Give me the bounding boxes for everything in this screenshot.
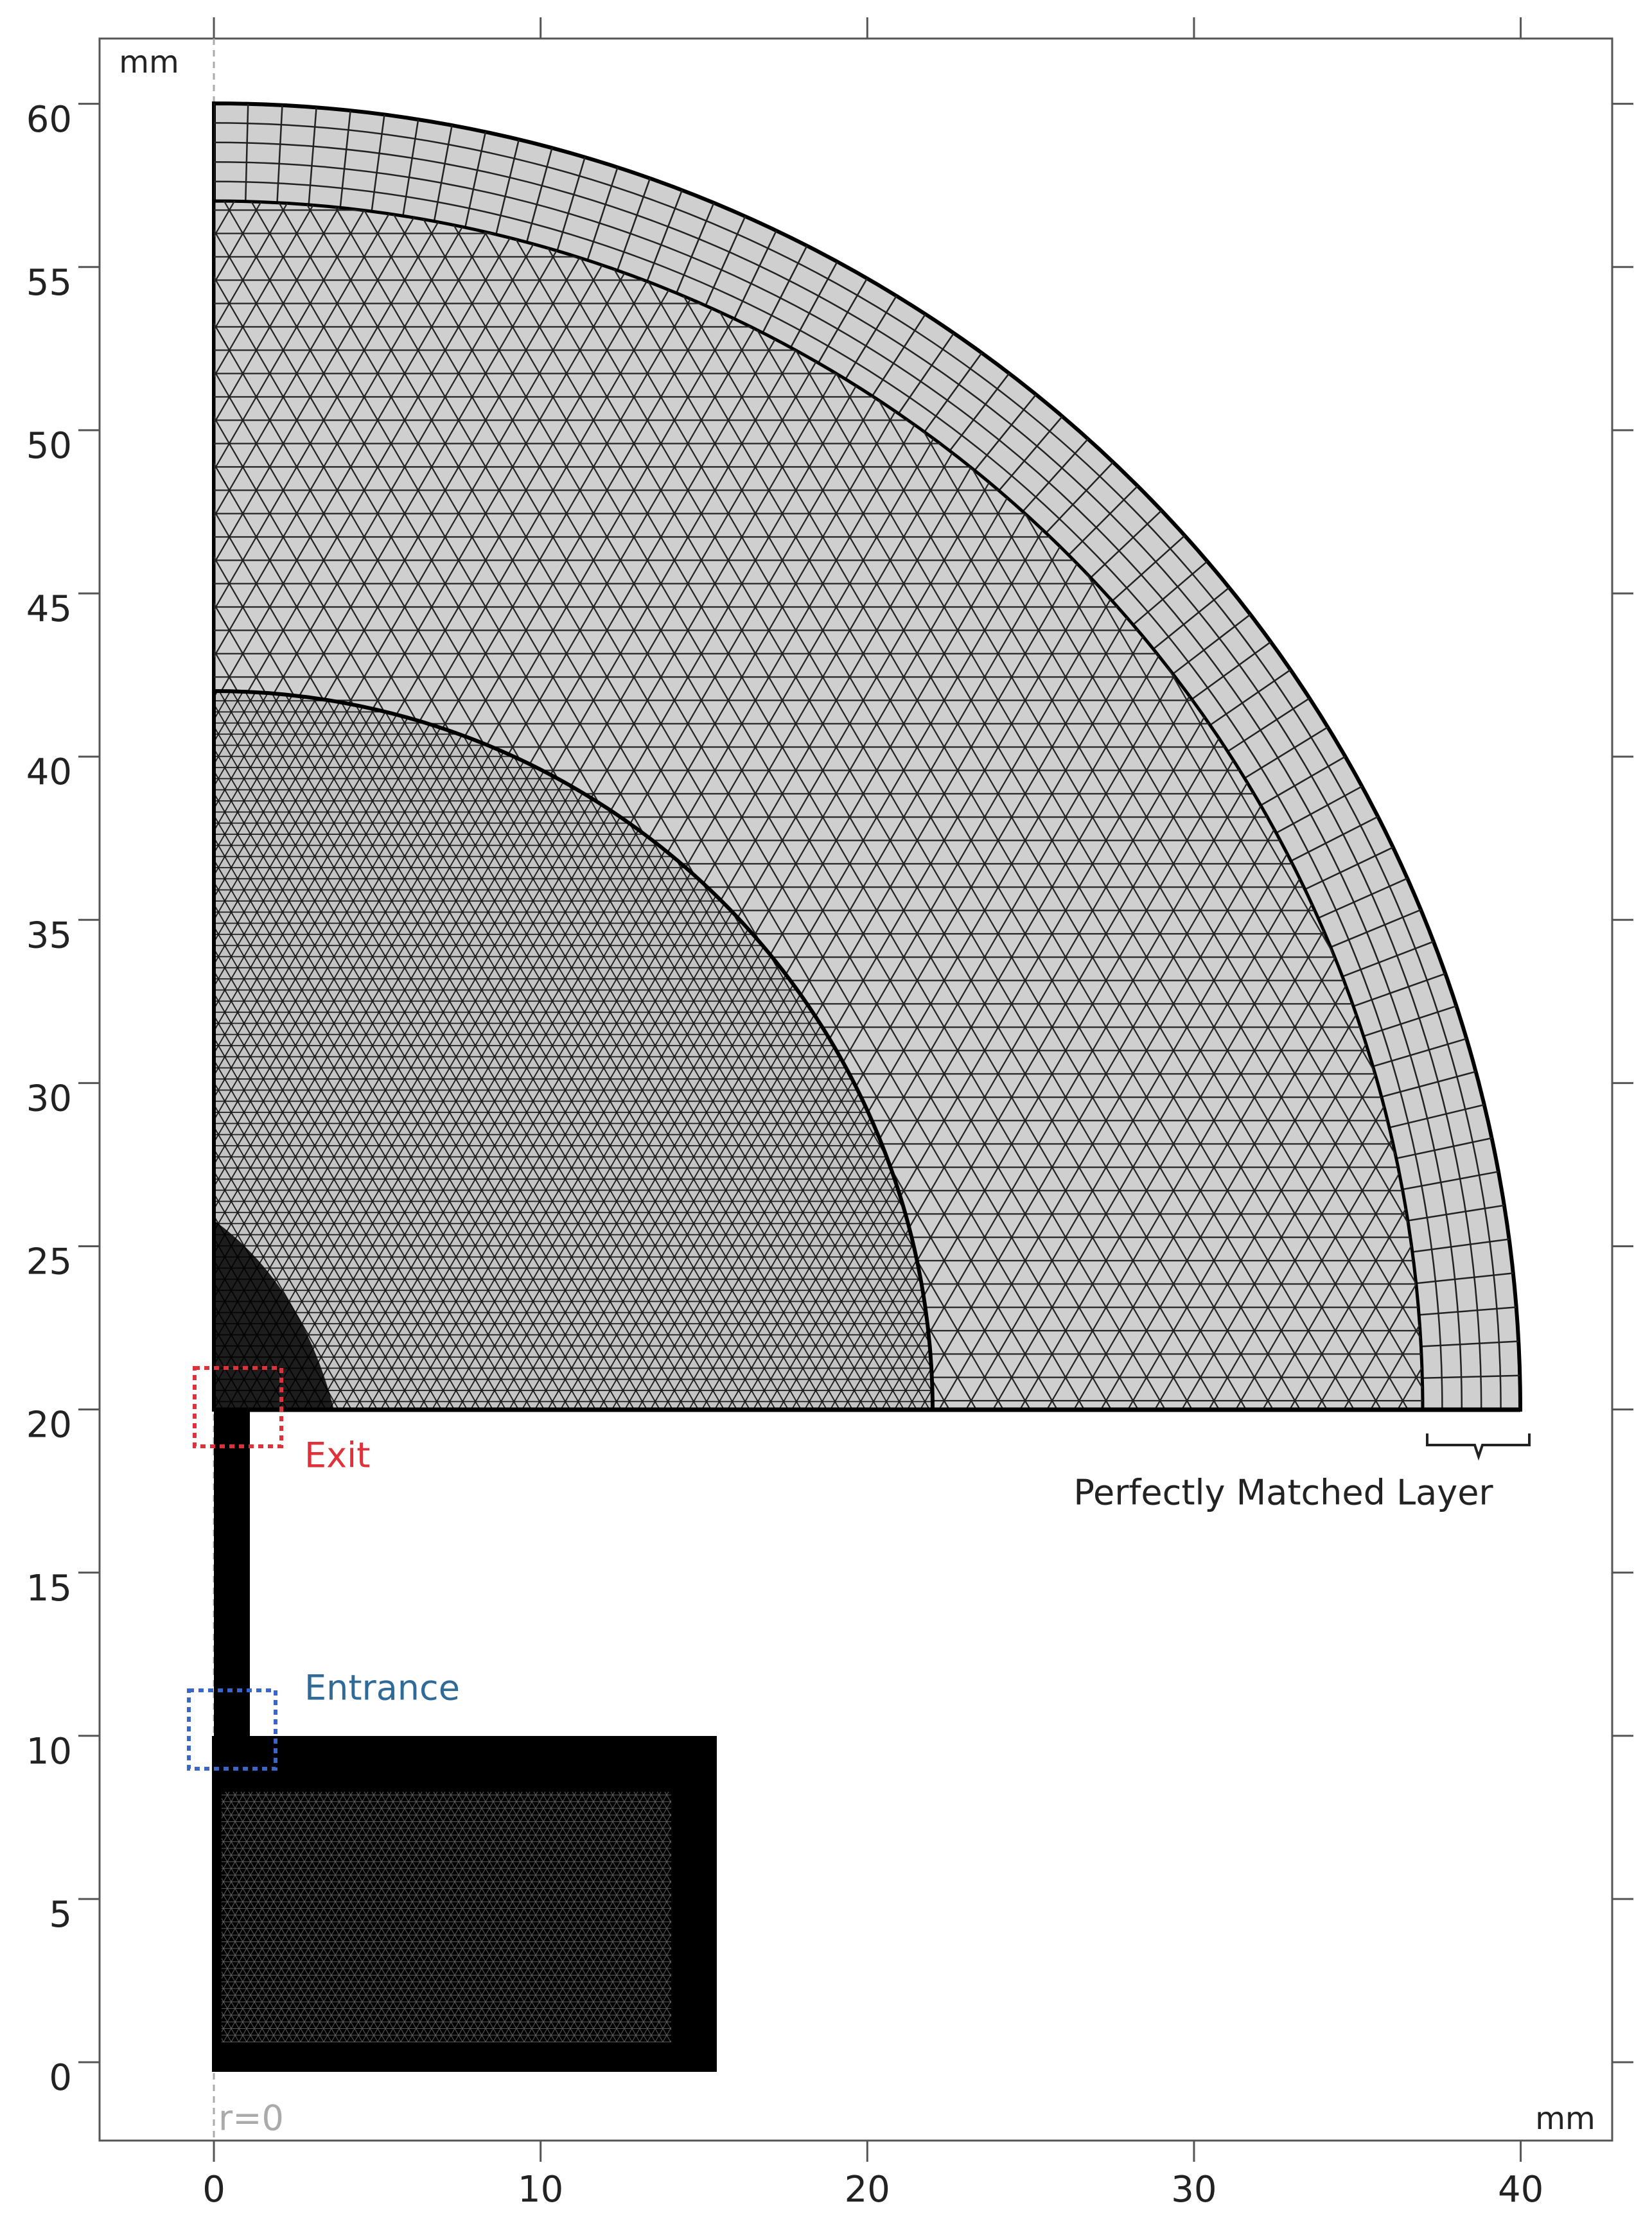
pml-arc	[214, 122, 1502, 1410]
pml-radial	[617, 178, 651, 271]
x-tick-label: 40	[1498, 2169, 1543, 2211]
pml-radial	[1090, 509, 1163, 579]
cavity-mesh	[222, 1792, 671, 2042]
pml-radial	[974, 394, 1037, 471]
pml-radial	[1172, 613, 1251, 675]
pml-radial	[1342, 940, 1434, 977]
pml-radial	[871, 313, 926, 397]
pml-radial	[676, 202, 715, 294]
pml-radial	[1421, 1340, 1519, 1347]
pml-label: Perfectly Matched Layer	[1073, 1473, 1493, 1513]
exit-label: Exit	[304, 1435, 370, 1476]
y-tick-label: 50	[26, 425, 72, 467]
x-tick-label: 20	[845, 2169, 890, 2211]
inner-mesh	[212, 688, 935, 1412]
pml-radial	[1068, 485, 1139, 556]
pml-radial	[1416, 1272, 1513, 1284]
pml-arc	[214, 161, 1463, 1410]
y-tick-label: 5	[49, 1894, 72, 1936]
x-tick-label: 10	[518, 2169, 563, 2211]
pml-radial	[1276, 785, 1363, 834]
pml-radial	[817, 277, 868, 364]
pml-radial	[1422, 1374, 1520, 1379]
y-tick-label: 0	[49, 2057, 72, 2099]
entrance-box	[187, 1688, 277, 1771]
tube	[214, 1410, 250, 1736]
pml-radial	[495, 139, 520, 235]
pml-radial	[1330, 909, 1421, 948]
exit-box	[193, 1366, 283, 1448]
pml-brace	[1426, 1433, 1531, 1461]
x-unit: mm	[1535, 2101, 1595, 2137]
y-unit: mm	[119, 44, 179, 80]
pml-radial	[1373, 1038, 1467, 1067]
pml-radial	[1191, 641, 1272, 700]
pml-radial	[1209, 669, 1291, 726]
pml-radial	[1260, 755, 1346, 807]
pml-radial	[845, 295, 897, 380]
pml-radial	[1402, 1171, 1499, 1191]
pml-arc	[214, 141, 1482, 1410]
y-tick-label: 10	[26, 1731, 72, 1773]
pml-radial	[586, 167, 619, 261]
y-tick-label: 20	[26, 1405, 72, 1446]
pml-radial	[433, 125, 453, 222]
pml-radial	[402, 119, 419, 216]
y-tick-label: 40	[26, 751, 72, 793]
axis-label: r=0	[218, 2098, 284, 2139]
pml-radial	[339, 110, 351, 208]
pml-radial	[924, 352, 983, 433]
y-tick-label: 15	[26, 1568, 72, 1609]
pml-radial	[705, 216, 746, 306]
pml-radial	[308, 107, 317, 205]
pml-radial	[789, 261, 838, 348]
pml-radial	[245, 103, 249, 202]
pml-radial	[276, 105, 283, 203]
pml-radial	[556, 157, 586, 251]
pml-radial	[1396, 1137, 1492, 1159]
y-tick-label: 45	[26, 588, 72, 630]
pml-radial	[1244, 726, 1328, 779]
pml-radial	[1290, 816, 1378, 862]
pml-radial	[1353, 972, 1446, 1007]
y-tick-label: 60	[26, 99, 72, 141]
entrance-label: Entrance	[304, 1668, 460, 1708]
pml-radial	[1419, 1306, 1516, 1316]
pml-radial	[1111, 535, 1186, 602]
mesh	[212, 101, 1523, 2072]
refined-mesh	[214, 1220, 334, 1410]
plot-frame	[98, 37, 1613, 2142]
y-tick-label: 55	[26, 262, 72, 304]
pml-arc	[214, 180, 1443, 1410]
pml-radial	[1381, 1071, 1477, 1098]
pml-radial	[1152, 586, 1230, 650]
pml-radial	[734, 230, 777, 319]
pml-radial	[897, 333, 955, 414]
x-tick-label: 0	[202, 2169, 225, 2211]
y-tick-label: 25	[26, 1241, 72, 1283]
pml-radial	[1389, 1103, 1485, 1128]
pml-radial	[1305, 846, 1394, 890]
pml-radial	[998, 416, 1063, 491]
y-tick-label: 30	[26, 1078, 72, 1119]
pml-radial	[464, 132, 487, 228]
pml-radial	[1412, 1238, 1509, 1253]
pml-radial	[1045, 461, 1114, 534]
pml-radial	[949, 372, 1010, 451]
pml-radial	[762, 245, 808, 333]
y-tick-label: 35	[26, 915, 72, 956]
pml-mesh	[214, 103, 1520, 1410]
pml-radial	[1317, 877, 1408, 919]
pml-radial	[525, 147, 553, 243]
x-tick-label: 30	[1171, 2169, 1217, 2211]
pml-radial	[371, 114, 385, 212]
pml-radial	[1227, 697, 1310, 753]
pml-radial	[1022, 438, 1089, 513]
pml-radial	[1363, 1005, 1457, 1037]
pml-radial	[646, 189, 683, 282]
pml-radial	[1132, 561, 1208, 626]
pml-radial	[1407, 1204, 1505, 1222]
